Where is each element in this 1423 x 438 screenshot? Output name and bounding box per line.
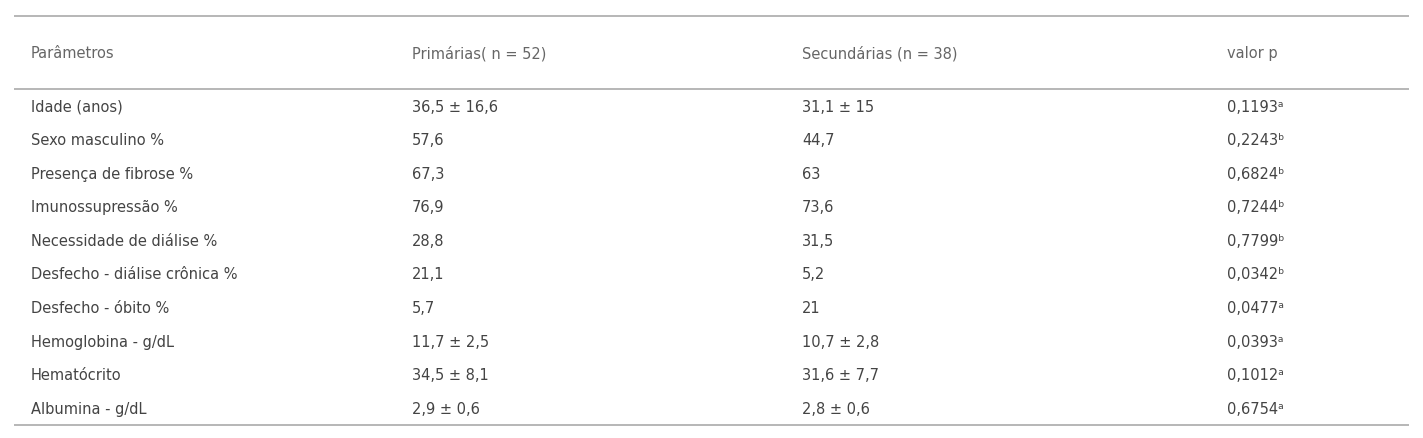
Text: 11,7 ± 2,5: 11,7 ± 2,5 xyxy=(411,334,488,349)
Text: 0,0393ᵃ: 0,0393ᵃ xyxy=(1228,334,1284,349)
Text: 73,6: 73,6 xyxy=(803,200,834,215)
Text: 31,5: 31,5 xyxy=(803,233,834,248)
Text: 34,5 ± 8,1: 34,5 ± 8,1 xyxy=(411,367,488,382)
Text: Secundárias (n = 38): Secundárias (n = 38) xyxy=(803,46,958,61)
Text: 76,9: 76,9 xyxy=(411,200,444,215)
Text: 10,7 ± 2,8: 10,7 ± 2,8 xyxy=(803,334,879,349)
Text: 0,0342ᵇ: 0,0342ᵇ xyxy=(1228,267,1285,282)
Text: 0,1193ᵃ: 0,1193ᵃ xyxy=(1228,99,1284,114)
Text: Primárias( n = 52): Primárias( n = 52) xyxy=(411,46,546,61)
Text: Hemoglobina - g/dL: Hemoglobina - g/dL xyxy=(31,334,174,349)
Text: 31,1 ± 15: 31,1 ± 15 xyxy=(803,99,874,114)
Text: 5,7: 5,7 xyxy=(411,300,435,315)
Text: 67,3: 67,3 xyxy=(411,166,444,181)
Text: 21: 21 xyxy=(803,300,821,315)
Text: 2,9 ± 0,6: 2,9 ± 0,6 xyxy=(411,401,480,416)
Text: 2,8 ± 0,6: 2,8 ± 0,6 xyxy=(803,401,869,416)
Text: 44,7: 44,7 xyxy=(803,133,835,148)
Text: 0,7799ᵇ: 0,7799ᵇ xyxy=(1228,233,1285,248)
Text: Albumina - g/dL: Albumina - g/dL xyxy=(31,401,147,416)
Text: 0,6824ᵇ: 0,6824ᵇ xyxy=(1228,166,1285,181)
Text: Hematócrito: Hematócrito xyxy=(31,367,121,382)
Text: Presença de fibrose %: Presença de fibrose % xyxy=(31,166,194,181)
Text: 5,2: 5,2 xyxy=(803,267,825,282)
Text: Desfecho - diálise crônica %: Desfecho - diálise crônica % xyxy=(31,267,238,282)
Text: 0,0477ᵃ: 0,0477ᵃ xyxy=(1228,300,1285,315)
Text: 31,6 ± 7,7: 31,6 ± 7,7 xyxy=(803,367,879,382)
Text: Sexo masculino %: Sexo masculino % xyxy=(31,133,164,148)
Text: 57,6: 57,6 xyxy=(411,133,444,148)
Text: Idade (anos): Idade (anos) xyxy=(31,99,122,114)
Text: 0,7244ᵇ: 0,7244ᵇ xyxy=(1228,200,1285,215)
Text: 36,5 ± 16,6: 36,5 ± 16,6 xyxy=(411,99,498,114)
Text: valor p: valor p xyxy=(1228,46,1278,61)
Text: 21,1: 21,1 xyxy=(411,267,444,282)
Text: 63: 63 xyxy=(803,166,821,181)
Text: 0,6754ᵃ: 0,6754ᵃ xyxy=(1228,401,1284,416)
Text: Parâmetros: Parâmetros xyxy=(31,46,115,61)
Text: 28,8: 28,8 xyxy=(411,233,444,248)
Text: 0,2243ᵇ: 0,2243ᵇ xyxy=(1228,133,1285,148)
Text: Imunossupressão %: Imunossupressão % xyxy=(31,200,178,215)
Text: Desfecho - óbito %: Desfecho - óbito % xyxy=(31,300,169,315)
Text: Necessidade de diálise %: Necessidade de diálise % xyxy=(31,233,218,248)
Text: 0,1012ᵃ: 0,1012ᵃ xyxy=(1228,367,1285,382)
